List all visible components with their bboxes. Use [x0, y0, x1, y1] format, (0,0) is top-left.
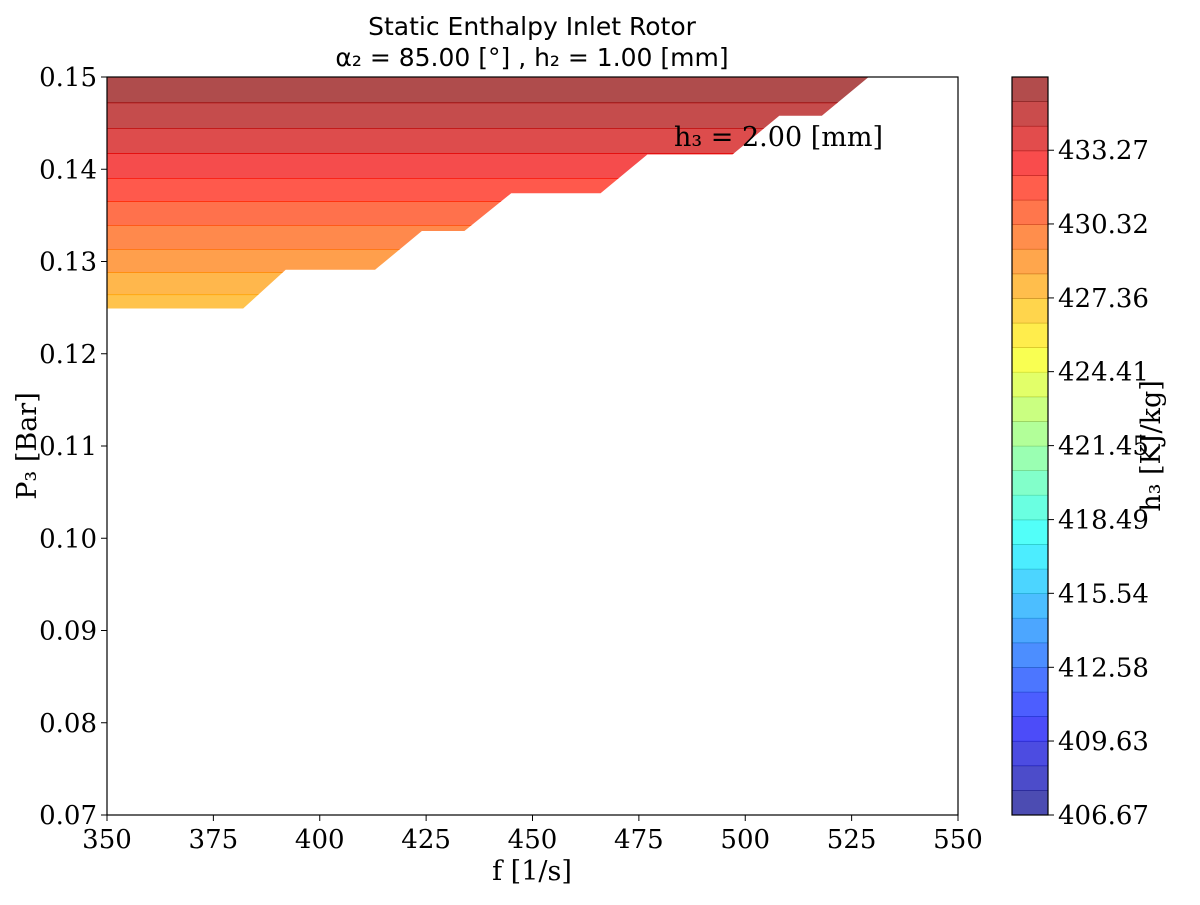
- colorbar-ticks: 406.67 409.63 412.58 415.54 418.49 421.45 424.…: [1048, 136, 1149, 831]
- x-tick-label: 375: [189, 825, 239, 855]
- plot-area: [107, 77, 869, 309]
- colorbar-segment: [1012, 544, 1048, 570]
- colorbar-segment: [1012, 495, 1048, 521]
- colorbar-segment: [1012, 175, 1048, 201]
- colorbar-tick-label: 409.63: [1058, 727, 1149, 757]
- x-tick-label: 425: [401, 825, 451, 855]
- x-axis-label: f [1/s]: [492, 856, 572, 887]
- y-tick-label: 0.11: [39, 432, 97, 462]
- x-tick-label: 400: [295, 825, 345, 855]
- colorbar: [1012, 76, 1048, 816]
- x-tick-label: 475: [614, 825, 664, 855]
- colorbar-label: h₃ [KJ/kg]: [1136, 380, 1167, 512]
- colorbar-segment: [1012, 150, 1048, 176]
- colorbar-segment: [1012, 200, 1048, 225]
- y-tick-label: 0.14: [39, 155, 97, 185]
- contour-annotation: h₃ = 2.00 [mm]: [674, 122, 883, 153]
- colorbar-segment: [1012, 249, 1048, 275]
- colorbar-segment: [1012, 593, 1048, 619]
- colorbar-segment: [1012, 692, 1048, 717]
- colorbar-tick-label: 421.45: [1058, 432, 1149, 462]
- colorbar-segment: [1012, 446, 1048, 471]
- chart-title: Static Enthalpy Inlet Rotor: [368, 12, 697, 41]
- y-tick-label: 0.15: [39, 63, 97, 93]
- colorbar-tick-label: 424.41: [1058, 358, 1149, 388]
- colorbar-tick-label: 412.58: [1058, 653, 1149, 683]
- x-tick-label: 500: [720, 825, 770, 855]
- colorbar-tick-label: 418.49: [1058, 506, 1149, 536]
- y-axis-ticks: 0.07 0.08 0.09 0.10 0.11 0.12 0.13 0.14 0.15: [39, 63, 107, 831]
- contour-band: [107, 225, 869, 250]
- colorbar-segment: [1012, 224, 1048, 250]
- contour-band: [107, 249, 869, 273]
- colorbar-segment: [1012, 273, 1048, 299]
- y-tick-label: 0.09: [39, 617, 97, 647]
- colorbar-segment: [1012, 323, 1048, 348]
- contour-band: [107, 294, 869, 309]
- colorbar-segment: [1012, 642, 1048, 668]
- contour-band: [107, 153, 869, 179]
- x-tick-label: 550: [933, 825, 983, 855]
- y-tick-label: 0.13: [39, 248, 97, 278]
- y-tick-label: 0.10: [39, 524, 97, 554]
- contour-band: [107, 178, 869, 202]
- colorbar-tick-label: 415.54: [1058, 579, 1149, 609]
- colorbar-segment: [1012, 667, 1048, 693]
- y-axis-label: P₃ [Bar]: [12, 392, 43, 500]
- contour-band: [107, 272, 869, 295]
- colorbar-tick-label: 430.32: [1058, 210, 1149, 240]
- y-tick-label: 0.12: [39, 340, 97, 370]
- contour-band: [107, 77, 869, 103]
- contour-band: [107, 201, 869, 226]
- x-axis-ticks: 350 375 400 425 450 475 500 525 550: [82, 815, 983, 855]
- colorbar-segment: [1012, 372, 1048, 398]
- colorbar-tick-label: 406.67: [1058, 801, 1149, 831]
- chart-subtitle: α₂ = 85.00 [°] , h₂ = 1.00 [mm]: [335, 43, 728, 72]
- colorbar-segment: [1012, 77, 1048, 102]
- x-tick-label: 450: [508, 825, 558, 855]
- colorbar-segment: [1012, 126, 1048, 152]
- colorbar-segment: [1012, 765, 1048, 791]
- colorbar-segment: [1012, 421, 1048, 447]
- colorbar-tick-label: 433.27: [1058, 136, 1149, 166]
- colorbar-segment: [1012, 298, 1048, 324]
- colorbar-tick-label: 427.36: [1058, 284, 1149, 314]
- y-tick-label: 0.07: [39, 801, 97, 831]
- y-tick-label: 0.08: [39, 709, 97, 739]
- colorbar-segment: [1012, 101, 1048, 127]
- contour-band: [107, 102, 869, 129]
- colorbar-segment: [1012, 470, 1048, 496]
- colorbar-segment: [1012, 618, 1048, 644]
- x-tick-label: 350: [82, 825, 132, 855]
- colorbar-segment: [1012, 790, 1048, 816]
- colorbar-segment: [1012, 716, 1048, 742]
- colorbar-segment: [1012, 347, 1048, 373]
- colorbar-segment: [1012, 519, 1048, 545]
- colorbar-segment: [1012, 396, 1048, 422]
- x-tick-label: 525: [827, 825, 877, 855]
- colorbar-segment: [1012, 569, 1048, 594]
- colorbar-segment: [1012, 741, 1048, 767]
